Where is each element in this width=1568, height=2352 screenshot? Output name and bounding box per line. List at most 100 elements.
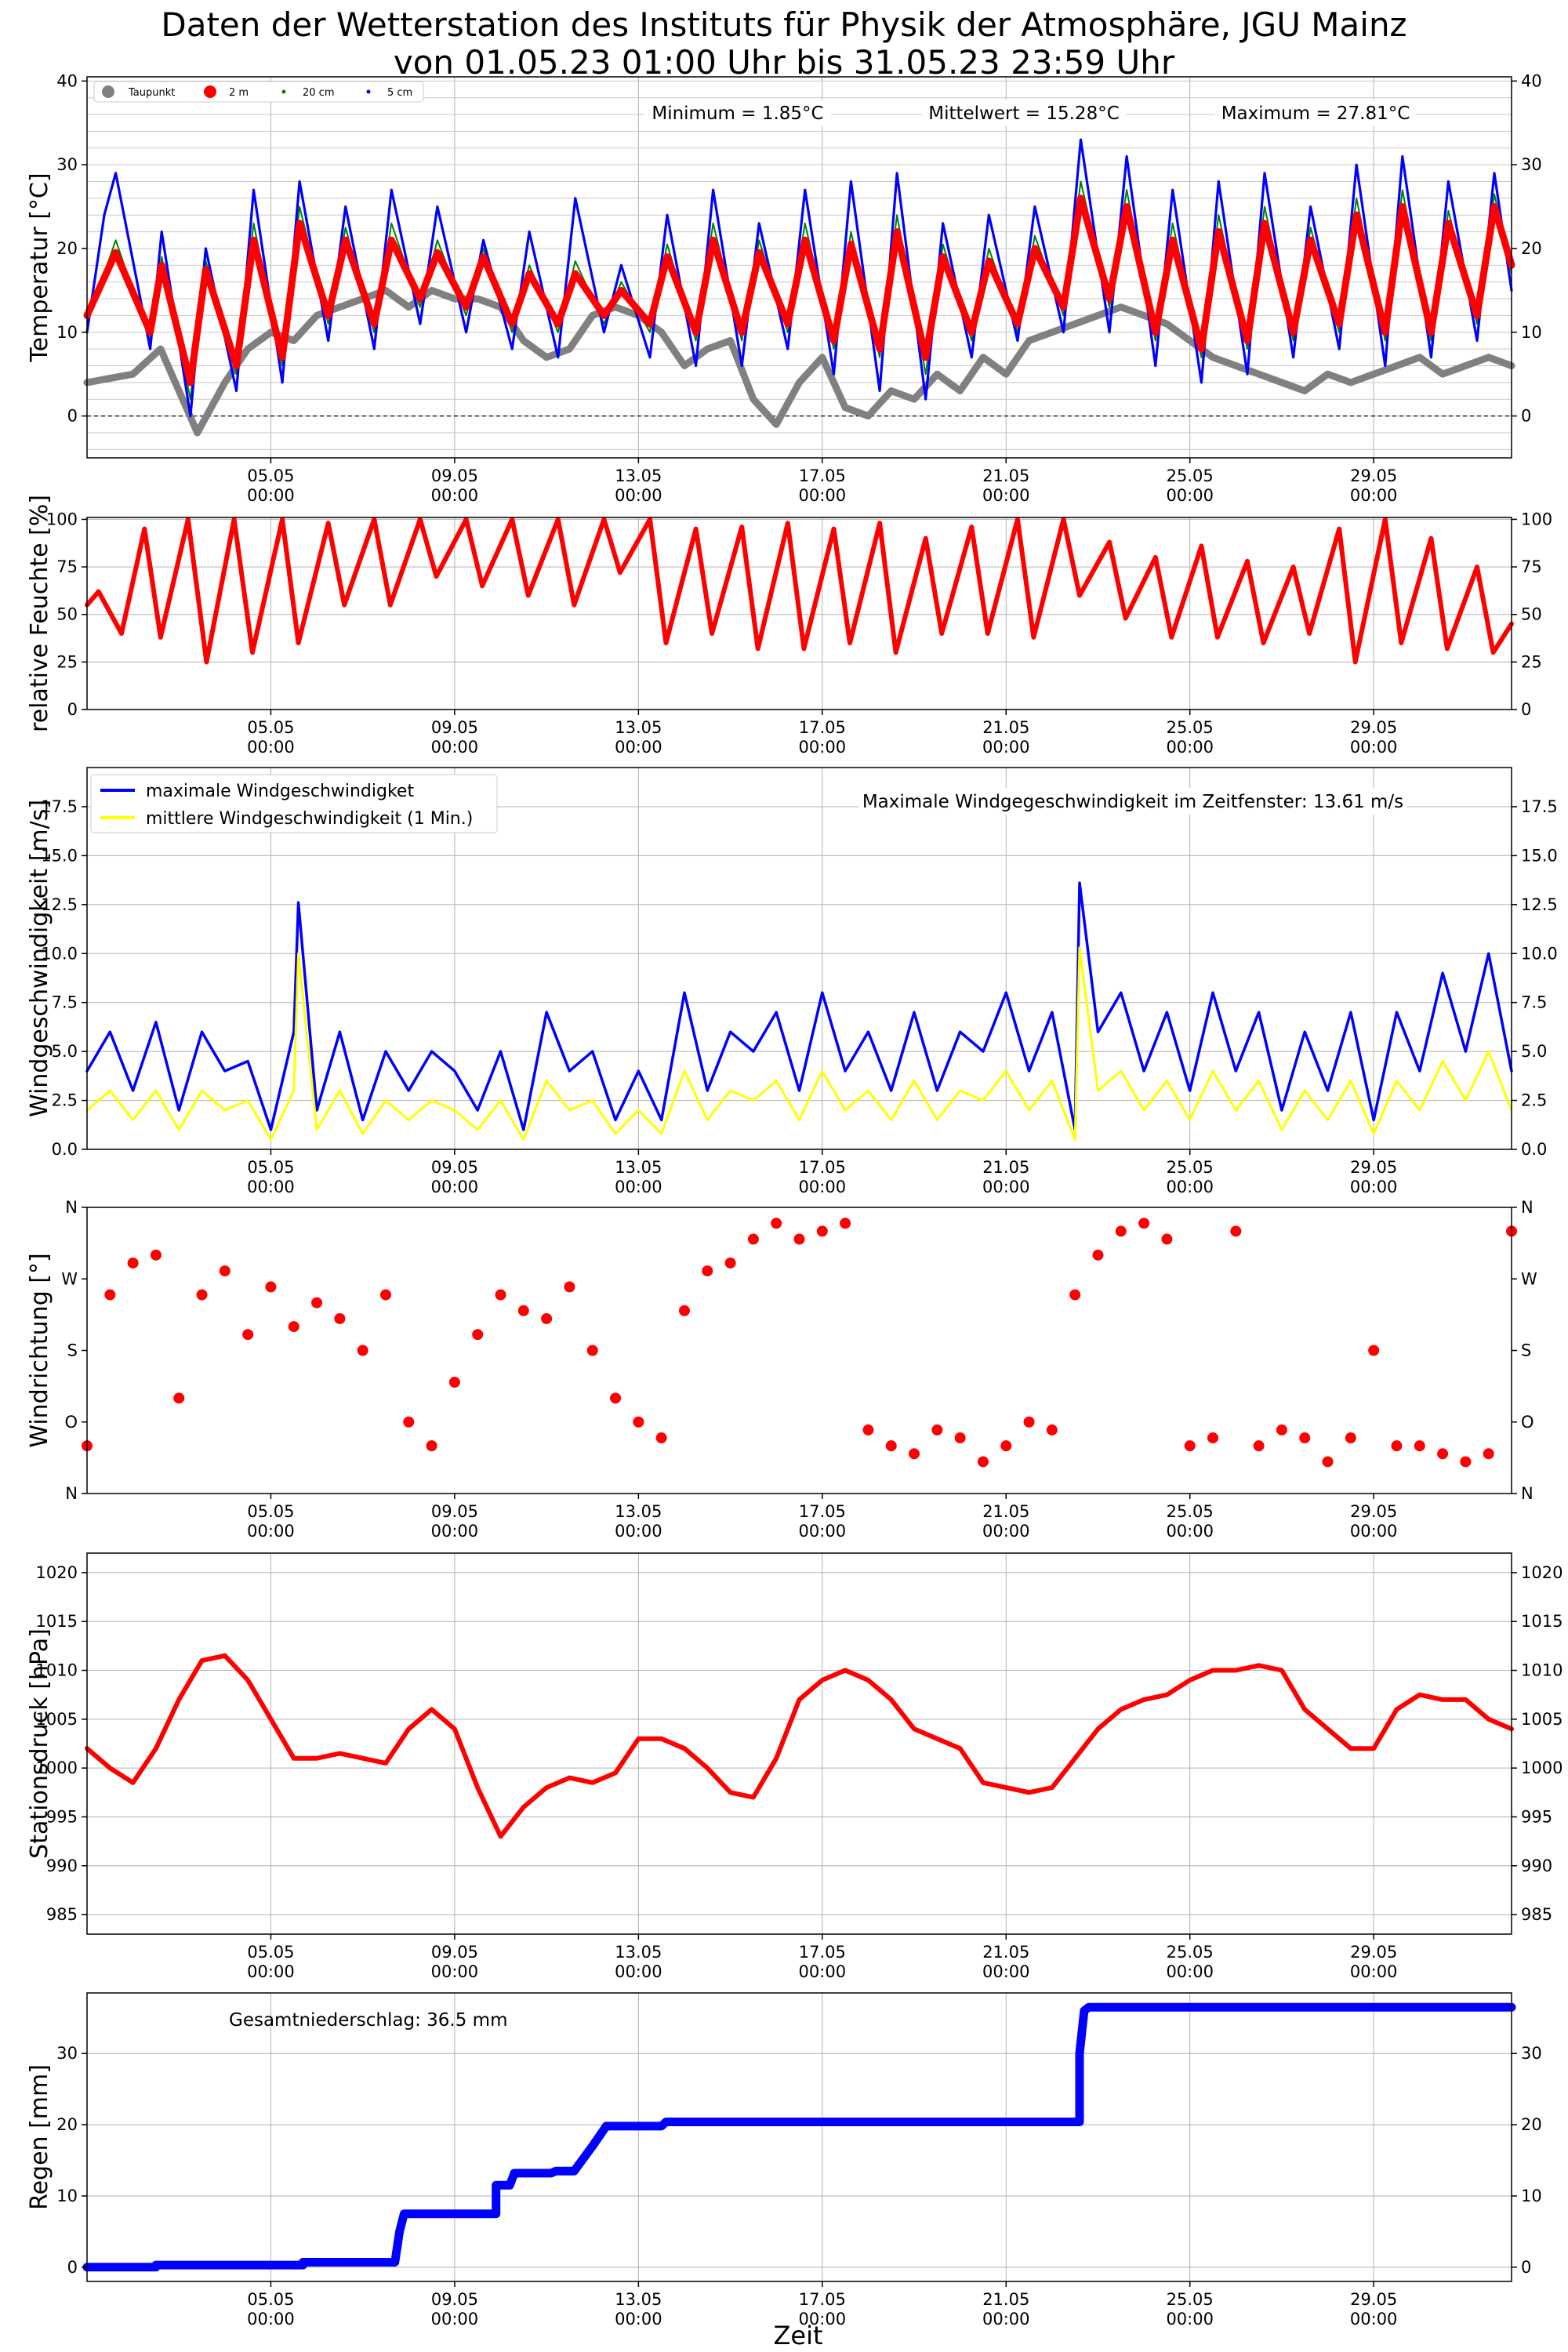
temperature-ytick-label-left: 10 (56, 323, 78, 342)
wind-direction-point (655, 1432, 667, 1444)
wind-direction-xtick-date: 25.05 (1167, 1502, 1214, 1521)
humidity-ytick-label-right: 50 (1521, 605, 1542, 624)
wind-direction-point (1000, 1440, 1012, 1452)
wind-direction-panel: 05.0500:0009.0500:0013.0500:0017.0500:00… (26, 1198, 1537, 1541)
humidity-xtick-time: 00:00 (247, 738, 295, 757)
rain-xtick-date: 21.05 (982, 2290, 1029, 2309)
rain-xtick-date: 13.05 (615, 2290, 662, 2309)
x-axis-label: Zeit (773, 2321, 822, 2350)
pressure-ytick-label-right: 1010 (1521, 1661, 1563, 1680)
temperature-legend: Taupunkt 2 m 20 cm 5 cm (93, 81, 424, 103)
pressure-plot-area (87, 1553, 1512, 1934)
humidity-xtick-time: 00:00 (431, 738, 479, 757)
rain-xtick-date: 17.05 (799, 2290, 846, 2309)
wind-direction-point (633, 1416, 644, 1428)
temperature-ytick-label-left: 20 (56, 239, 78, 258)
wind-max-annotation: Maximale Windgegeschwindigkeit im Zeitfe… (858, 788, 1407, 815)
legend-label-20cm: 20 cm (303, 87, 335, 99)
humidity-ytick-label-left: 0 (67, 700, 78, 719)
wind-speed-xtick-date: 17.05 (799, 1158, 846, 1177)
pressure-ytick-label-right: 985 (1521, 1905, 1552, 1924)
pressure-xtick-date: 09.05 (431, 1943, 478, 1962)
pressure-xtick-time: 00:00 (431, 1962, 479, 1981)
temperature-xtick-date: 29.05 (1350, 466, 1397, 485)
pressure-ytick-label-left: 1010 (36, 1661, 78, 1680)
wind-speed-xtick-date: 09.05 (431, 1158, 478, 1177)
rain-total-annotation: Gesamtniederschlag: 36.5 mm (229, 2010, 507, 2031)
wind-direction-point (265, 1281, 277, 1293)
wind-direction-point (1046, 1424, 1058, 1436)
wind-direction-point (150, 1249, 162, 1261)
wind-direction-ytick-label-left: O (64, 1413, 78, 1432)
rain-xtick-time: 00:00 (799, 2310, 847, 2328)
humidity-panel: 05.0500:0009.0500:0013.0500:0017.0500:00… (26, 495, 1552, 757)
wind-direction-point (1092, 1249, 1104, 1261)
temperature-stats: Minimum = 1.85°C Mittelwert = 15.28°C Ma… (644, 100, 1416, 126)
temperature-ytick-label-right: 30 (1521, 155, 1542, 174)
rain-series-rain (82, 2002, 1516, 2272)
pressure-xtick-time: 00:00 (799, 1962, 847, 1981)
stat-mean: Mittelwert = 15.28°C (928, 103, 1120, 124)
pressure-ytick-label-right: 1020 (1521, 1563, 1563, 1582)
rain-xtick-time: 00:00 (1350, 2310, 1398, 2328)
rain-ytick-label-right: 0 (1521, 2258, 1531, 2277)
legend-marker-20cm (281, 89, 286, 94)
wind-direction-point (724, 1257, 736, 1269)
humidity-ytick-label-right: 75 (1521, 557, 1542, 576)
wind-direction-point (1023, 1416, 1035, 1428)
humidity-frame (86, 517, 1512, 710)
wind-direction-point (816, 1225, 828, 1237)
wind-direction-ytick-label-right: O (1521, 1413, 1534, 1432)
rain-xtick-date: 25.05 (1167, 2290, 1214, 2309)
pressure-xtick-date: 17.05 (799, 1943, 846, 1962)
pressure-ytick-label-right: 1005 (1521, 1710, 1563, 1729)
wind-direction-ytick-label-left: N (65, 1198, 78, 1217)
wind-direction-xtick-date: 09.05 (431, 1502, 478, 1521)
wind-direction-point (426, 1440, 437, 1452)
pressure-ytick-label-left: 990 (46, 1857, 78, 1875)
wind-speed-ylabel: Windgeschwindigkeit [m/s] (26, 800, 53, 1117)
wind-speed-ytick-label-left: 10.0 (41, 944, 78, 963)
rain-panel: 05.0500:0009.0500:0013.0500:0017.0500:00… (26, 1992, 1542, 2328)
wind-speed-ytick-label-right: 10.0 (1521, 944, 1558, 963)
temperature-xtick-time: 00:00 (982, 486, 1030, 505)
humidity-ytick-label-left: 25 (56, 652, 78, 671)
wind-direction-point (1437, 1448, 1449, 1460)
legend-label-dewpoint: Taupunkt (128, 87, 175, 99)
wind-direction-point (610, 1392, 622, 1404)
temperature-xtick-time: 00:00 (799, 486, 847, 505)
stat-min-box (644, 100, 831, 126)
wind-direction-point (1368, 1345, 1380, 1356)
wind-direction-xtick-time: 00:00 (799, 1522, 847, 1541)
temperature-ytick-label-right: 0 (1521, 407, 1531, 426)
wind-direction-point (495, 1289, 506, 1301)
stat-maximum: Maximum = 27.81°C (1221, 103, 1410, 124)
pressure-ytick-label-left: 1005 (36, 1710, 78, 1729)
wind-direction-point (311, 1297, 323, 1308)
wind-speed-ytick-label-left: 15.0 (41, 846, 78, 865)
pressure-xtick-date: 13.05 (615, 1943, 662, 1962)
wind-speed-xtick-time: 00:00 (1166, 1178, 1214, 1196)
wind-direction-point (885, 1440, 897, 1452)
figure-title-line1: Daten der Wetterstation des Instituts fü… (161, 5, 1406, 44)
wind-speed-ytick-label-right: 17.5 (1521, 797, 1558, 816)
wind-direction-point (840, 1218, 851, 1229)
wind-speed-xtick-time: 00:00 (431, 1178, 479, 1196)
wind-direction-point (1345, 1432, 1356, 1444)
humidity-ylabel: relative Feuchte [%] (26, 495, 53, 732)
temperature-xtick-time: 00:00 (431, 486, 479, 505)
wind-speed-ytick-label-left: 12.5 (41, 895, 78, 914)
pressure-xtick-time: 00:00 (1350, 1962, 1398, 1981)
wind-direction-xtick-time: 00:00 (982, 1522, 1030, 1541)
wind-speed-ytick-label-right: 5.0 (1521, 1042, 1547, 1061)
rain-xtick-time: 00:00 (982, 2310, 1030, 2328)
rain-xtick-date: 29.05 (1350, 2290, 1397, 2309)
humidity-xtick-time: 00:00 (982, 738, 1030, 757)
temperature-panel: 05.0500:0009.0500:0013.0500:0017.0500:00… (26, 71, 1542, 505)
wind-speed-ytick-label-right: 0.0 (1521, 1140, 1547, 1159)
wind-direction-point (586, 1345, 598, 1356)
rain-total-text: Gesamtniederschlag: 36.5 mm (229, 2010, 507, 2031)
pressure-ytick-label-right: 1015 (1521, 1612, 1563, 1631)
wind-speed-ytick-label-left: 0.0 (52, 1140, 78, 1159)
wind-direction-xtick-date: 17.05 (799, 1502, 846, 1521)
